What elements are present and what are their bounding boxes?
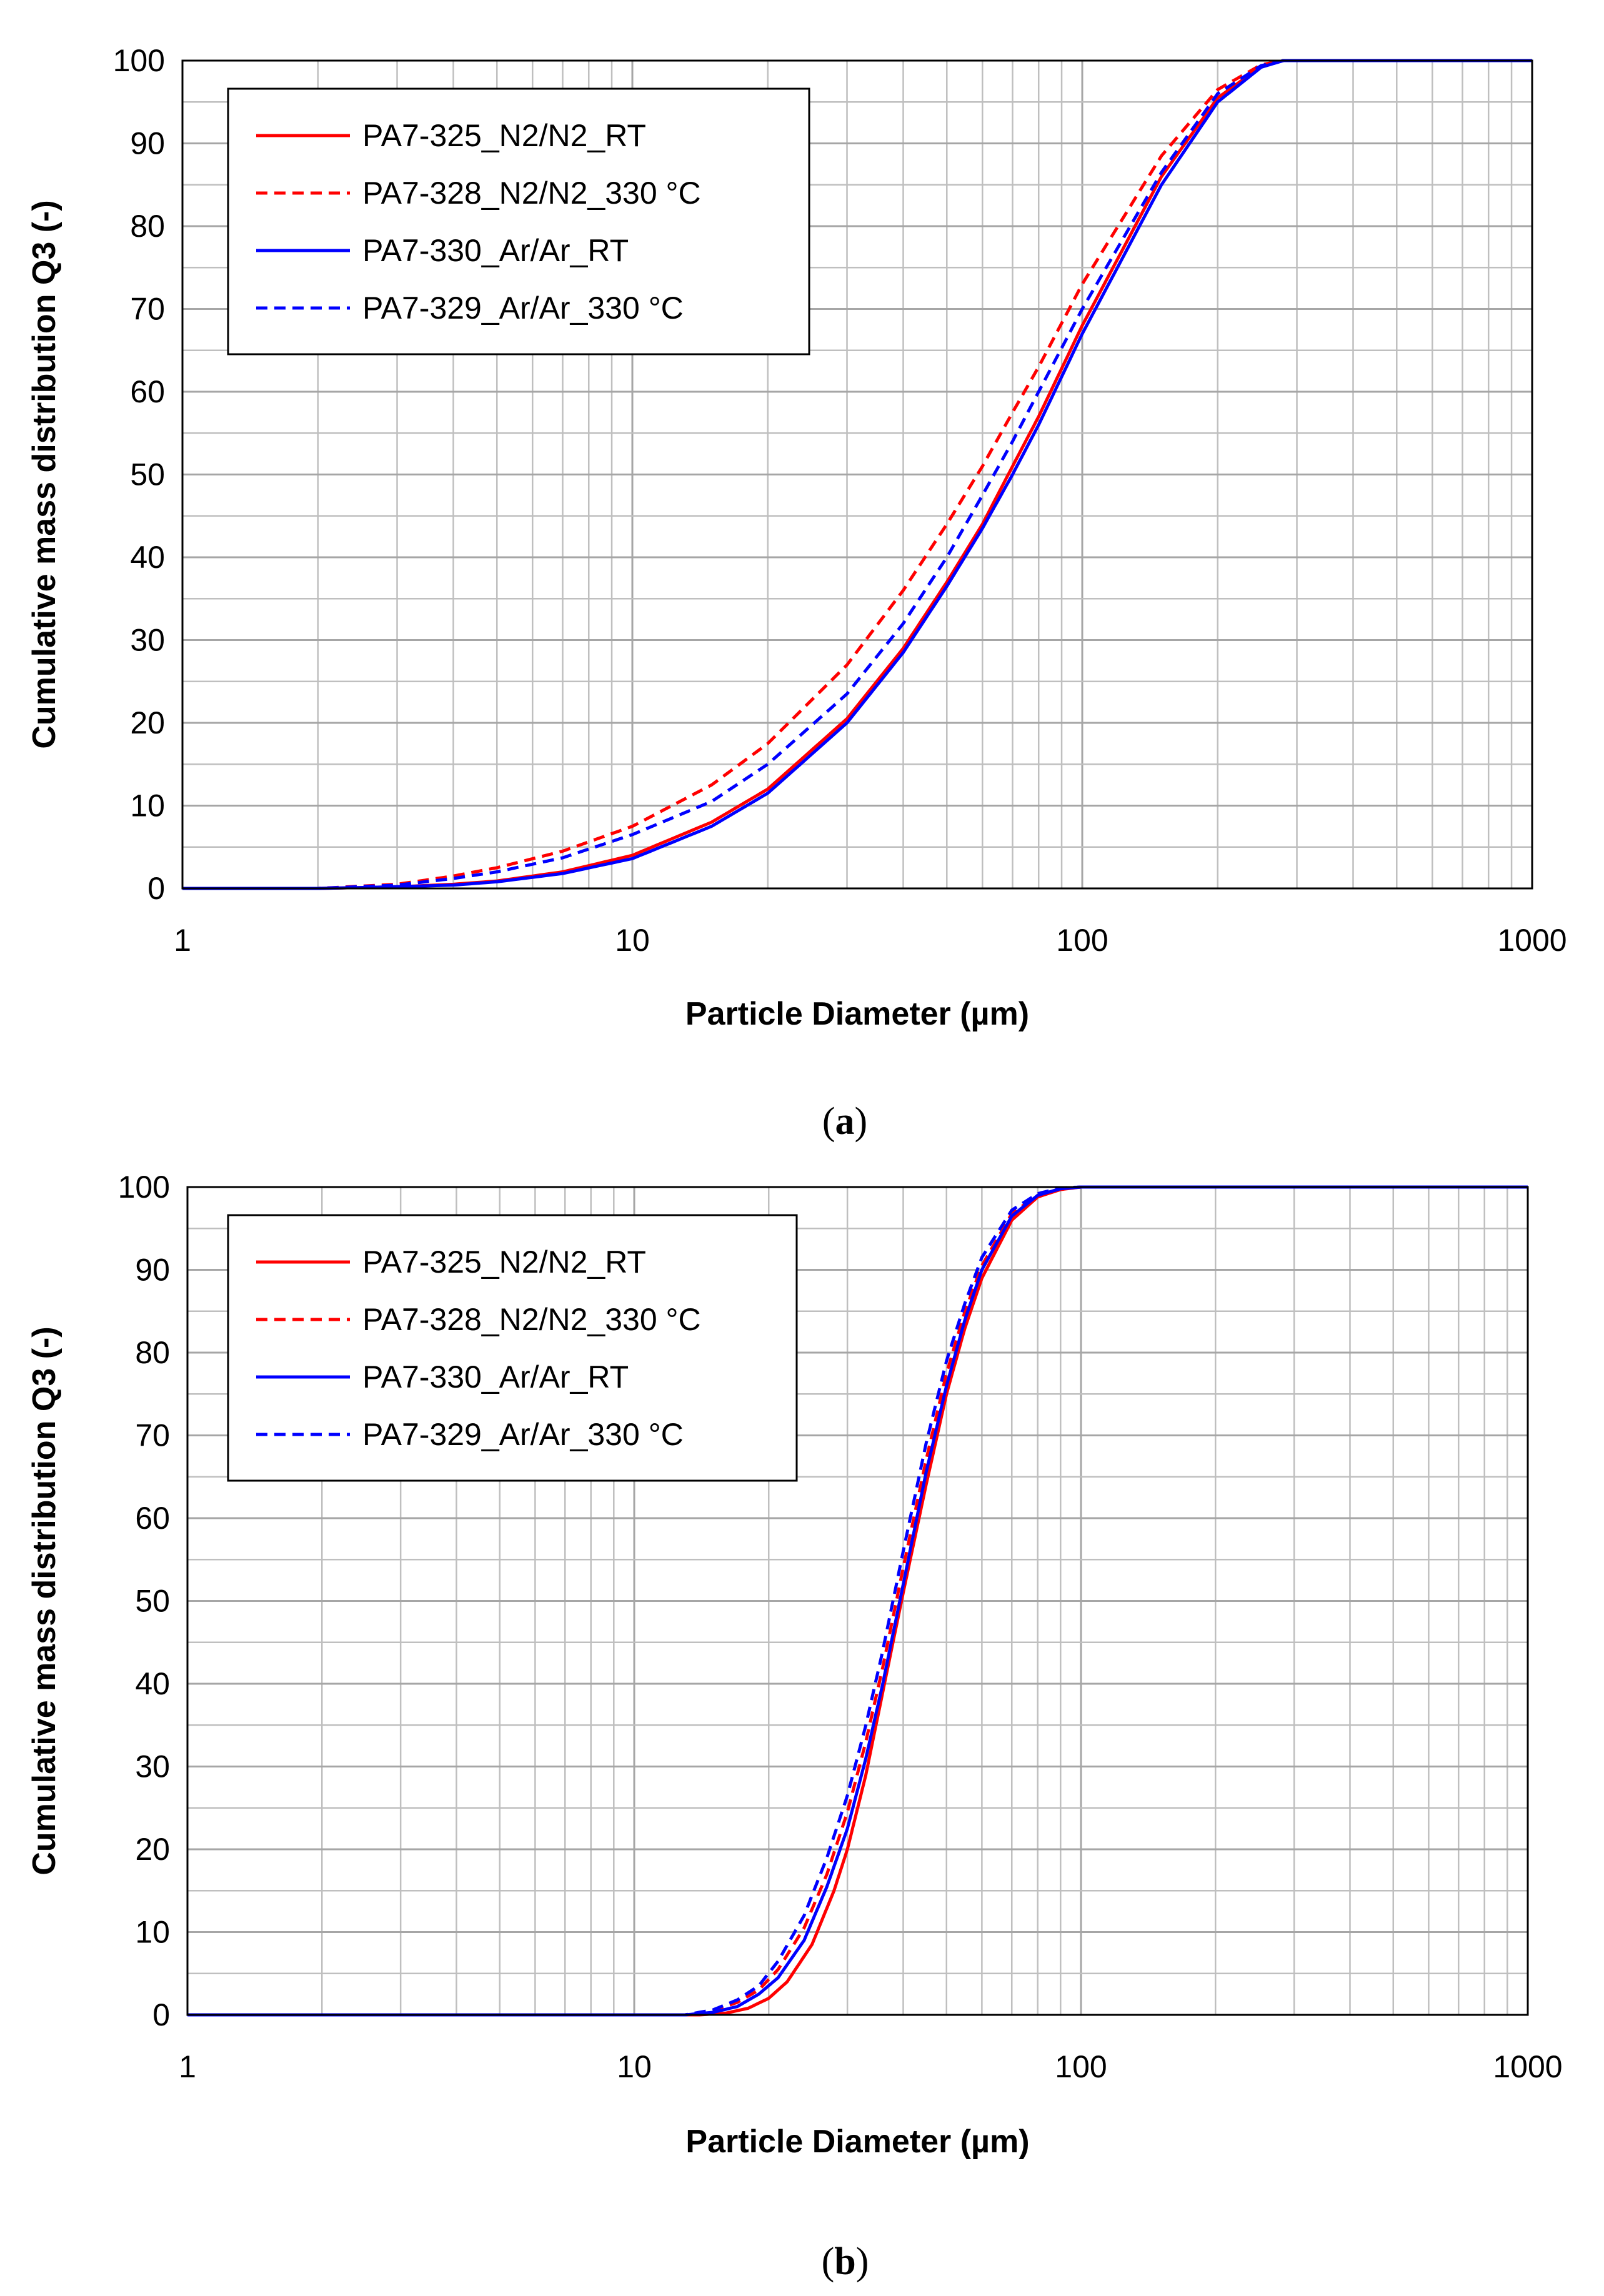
y-tick-label: 20 xyxy=(135,1832,170,1867)
panel-letter-b: b xyxy=(834,2240,855,2283)
plot-frame-b xyxy=(186,1186,1529,2016)
y-tick-label: 90 xyxy=(135,1253,170,1288)
legend-label-b-4: PA7-329_Ar/Ar_330 °C xyxy=(362,1417,684,1452)
legend-box-a xyxy=(227,87,810,355)
legend-label-b-3: PA7-330_Ar/Ar_RT xyxy=(362,1359,629,1394)
y-tick-label: 50 xyxy=(135,1584,170,1619)
x-tick-label: 1 xyxy=(174,923,191,958)
y-tick-label: 80 xyxy=(130,209,165,244)
x-tick-label: 1000 xyxy=(1497,923,1567,958)
y-tick-label: 30 xyxy=(135,1749,170,1784)
series-line-b-4 xyxy=(187,1185,1528,2017)
y-tick-label: 70 xyxy=(130,292,165,327)
legend-label-a-1: PA7-325_N2/N2_RT xyxy=(362,118,646,153)
series-line-b-1 xyxy=(187,1185,1528,2017)
panel-label-b: (b) xyxy=(822,2240,869,2283)
y-tick-label: 60 xyxy=(130,374,165,409)
plot-frame-a xyxy=(181,59,1533,890)
y-axis-title-b: Cumulative mass distribution Q3 (-) xyxy=(26,1326,62,1875)
y-tick-labels-b: 0 10 20 30 40 50 60 70 80 90 100 xyxy=(118,1170,170,2032)
y-tick-label: 100 xyxy=(113,43,165,78)
legend-label-b-1: PA7-325_N2/N2_RT xyxy=(362,1245,646,1280)
y-tick-labels-a: 0 10 20 30 40 50 60 70 80 90 100 xyxy=(113,43,165,906)
y-tick-label: 40 xyxy=(130,540,165,575)
legend-b: PA7-325_N2/N2_RT PA7-328_N2/N2_330 °C PA7-… xyxy=(227,1214,798,1482)
y-tick-label: 50 xyxy=(130,457,165,492)
y-axis-title-a: Cumulative mass distribution Q3 (-) xyxy=(26,200,62,748)
legend-a: PA7-325_N2/N2_RT PA7-328_N2/N2_330 °C PA7-… xyxy=(227,87,810,355)
legend-label-a-4: PA7-329_Ar/Ar_330 °C xyxy=(362,291,684,326)
y-tick-label: 20 xyxy=(130,705,165,740)
y-tick-label: 10 xyxy=(135,1915,170,1950)
y-tick-label: 40 xyxy=(135,1666,170,1701)
series-line-a-2 xyxy=(182,59,1532,890)
legend-label-a-2: PA7-328_N2/N2_330 °C xyxy=(362,176,701,211)
series-line-a-4 xyxy=(182,59,1532,890)
legend-box-b xyxy=(227,1214,798,1482)
legend-label-b-2: PA7-328_N2/N2_330 °C xyxy=(362,1302,701,1337)
x-axis-title-a: Particle Diameter (µm) xyxy=(685,996,1029,1032)
y-tick-label: 0 xyxy=(152,1997,170,2032)
x-tick-label: 10 xyxy=(617,2049,652,2084)
series-group-b xyxy=(187,1185,1528,2017)
y-tick-label: 10 xyxy=(130,788,165,823)
panel-letter-a: a xyxy=(835,1100,855,1143)
x-axis-title-b: Particle Diameter (µm) xyxy=(685,2124,1029,2160)
series-group-a xyxy=(182,59,1532,890)
y-tick-label: 80 xyxy=(135,1335,170,1370)
y-tick-label: 30 xyxy=(130,623,165,658)
x-tick-label: 100 xyxy=(1056,923,1108,958)
x-tick-label: 10 xyxy=(615,923,650,958)
x-tick-label: 100 xyxy=(1055,2049,1107,2084)
y-tick-label: 90 xyxy=(130,126,165,161)
y-tick-label: 60 xyxy=(135,1501,170,1536)
x-tick-label: 1000 xyxy=(1493,2049,1562,2084)
x-tick-labels-a: 1 10 100 1000 xyxy=(174,923,1567,958)
y-tick-label: 0 xyxy=(147,871,165,906)
series-line-a-3 xyxy=(182,59,1532,890)
y-tick-label: 70 xyxy=(135,1418,170,1453)
legend-label-a-3: PA7-330_Ar/Ar_RT xyxy=(362,233,629,268)
panel-label-a: (a) xyxy=(822,1100,867,1143)
x-tick-label: 1 xyxy=(179,2049,196,2084)
series-line-b-3 xyxy=(187,1185,1528,2017)
x-tick-labels-b: 1 10 100 1000 xyxy=(179,2049,1563,2084)
y-tick-label: 100 xyxy=(118,1170,170,1205)
